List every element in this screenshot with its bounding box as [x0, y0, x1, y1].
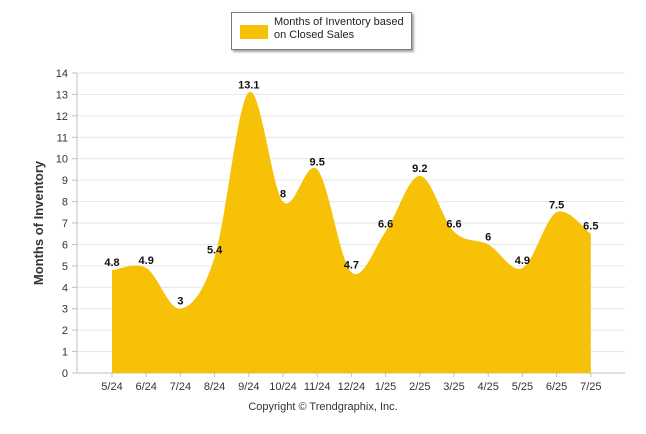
x-tick-label: 5/25 [512, 381, 533, 393]
y-tick-label: 13 [56, 89, 68, 101]
data-label: 9.2 [412, 163, 427, 175]
y-tick-label: 3 [62, 304, 68, 316]
x-tick-label: 8/24 [204, 381, 225, 393]
data-label: 4.9 [139, 255, 154, 267]
x-tick-label: 3/25 [443, 381, 464, 393]
y-tick-label: 11 [57, 132, 68, 144]
x-tick-label: 6/25 [546, 381, 567, 393]
x-tick-label: 12/24 [338, 381, 366, 393]
data-label: 6.5 [583, 221, 598, 233]
y-tick-label: 0 [62, 368, 68, 380]
y-tick-label: 7 [62, 218, 68, 230]
data-label: 6.6 [378, 219, 393, 231]
y-tick-label: 6 [62, 239, 68, 251]
copyright-text: Copyright © Trendgraphix, Inc. [248, 401, 398, 413]
data-label: 8 [280, 189, 286, 201]
y-tick-label: 5 [62, 261, 68, 273]
x-tick-label: 11/24 [304, 381, 331, 393]
y-tick-label: 12 [56, 111, 68, 123]
x-tick-label: 1/25 [375, 381, 396, 393]
x-tick-label: 7/25 [580, 381, 601, 393]
y-tick-label: 9 [62, 175, 68, 187]
x-tick-label: 5/24 [101, 381, 122, 393]
x-tick-label: 2/25 [409, 381, 430, 393]
data-label: 5.4 [207, 244, 223, 256]
y-tick-label: 1 [62, 347, 68, 359]
data-label: 4.8 [104, 257, 119, 269]
area-series [111, 91, 591, 373]
data-label: 4.9 [515, 255, 530, 267]
data-label: 4.7 [344, 259, 359, 271]
y-tick-label: 4 [62, 282, 68, 294]
y-axis-title: Months of Inventory [31, 160, 46, 285]
data-label: 6 [485, 231, 491, 243]
y-tick-label: 2 [62, 325, 68, 337]
x-tick-label: 4/25 [477, 381, 498, 393]
data-label: 3 [177, 296, 183, 308]
y-tick-label: 14 [56, 68, 68, 80]
legend-label: Months of Inventory based on Closed Sale… [274, 16, 404, 41]
legend-swatch [240, 25, 268, 39]
data-label: 13.1 [238, 79, 259, 91]
data-label: 6.6 [446, 219, 461, 231]
data-labels: 4.8 4.9 3 5.4 13.1 8 9.5 4.7 6.6 9.2 6.6 6 4.9 7.5 6.5 [104, 79, 598, 307]
data-label: 7.5 [549, 199, 564, 211]
x-tick-label: 10/24 [269, 381, 297, 393]
data-label: 9.5 [310, 156, 325, 168]
series-area [112, 91, 591, 373]
x-tick-label: 9/24 [238, 381, 259, 393]
x-tick-label: 7/24 [170, 381, 191, 393]
y-tick-label: 8 [62, 197, 68, 209]
x-tick-label: 6/24 [135, 381, 156, 393]
chart-legend: Months of Inventory based on Closed Sale… [231, 12, 412, 50]
y-tick-label: 10 [56, 154, 68, 166]
